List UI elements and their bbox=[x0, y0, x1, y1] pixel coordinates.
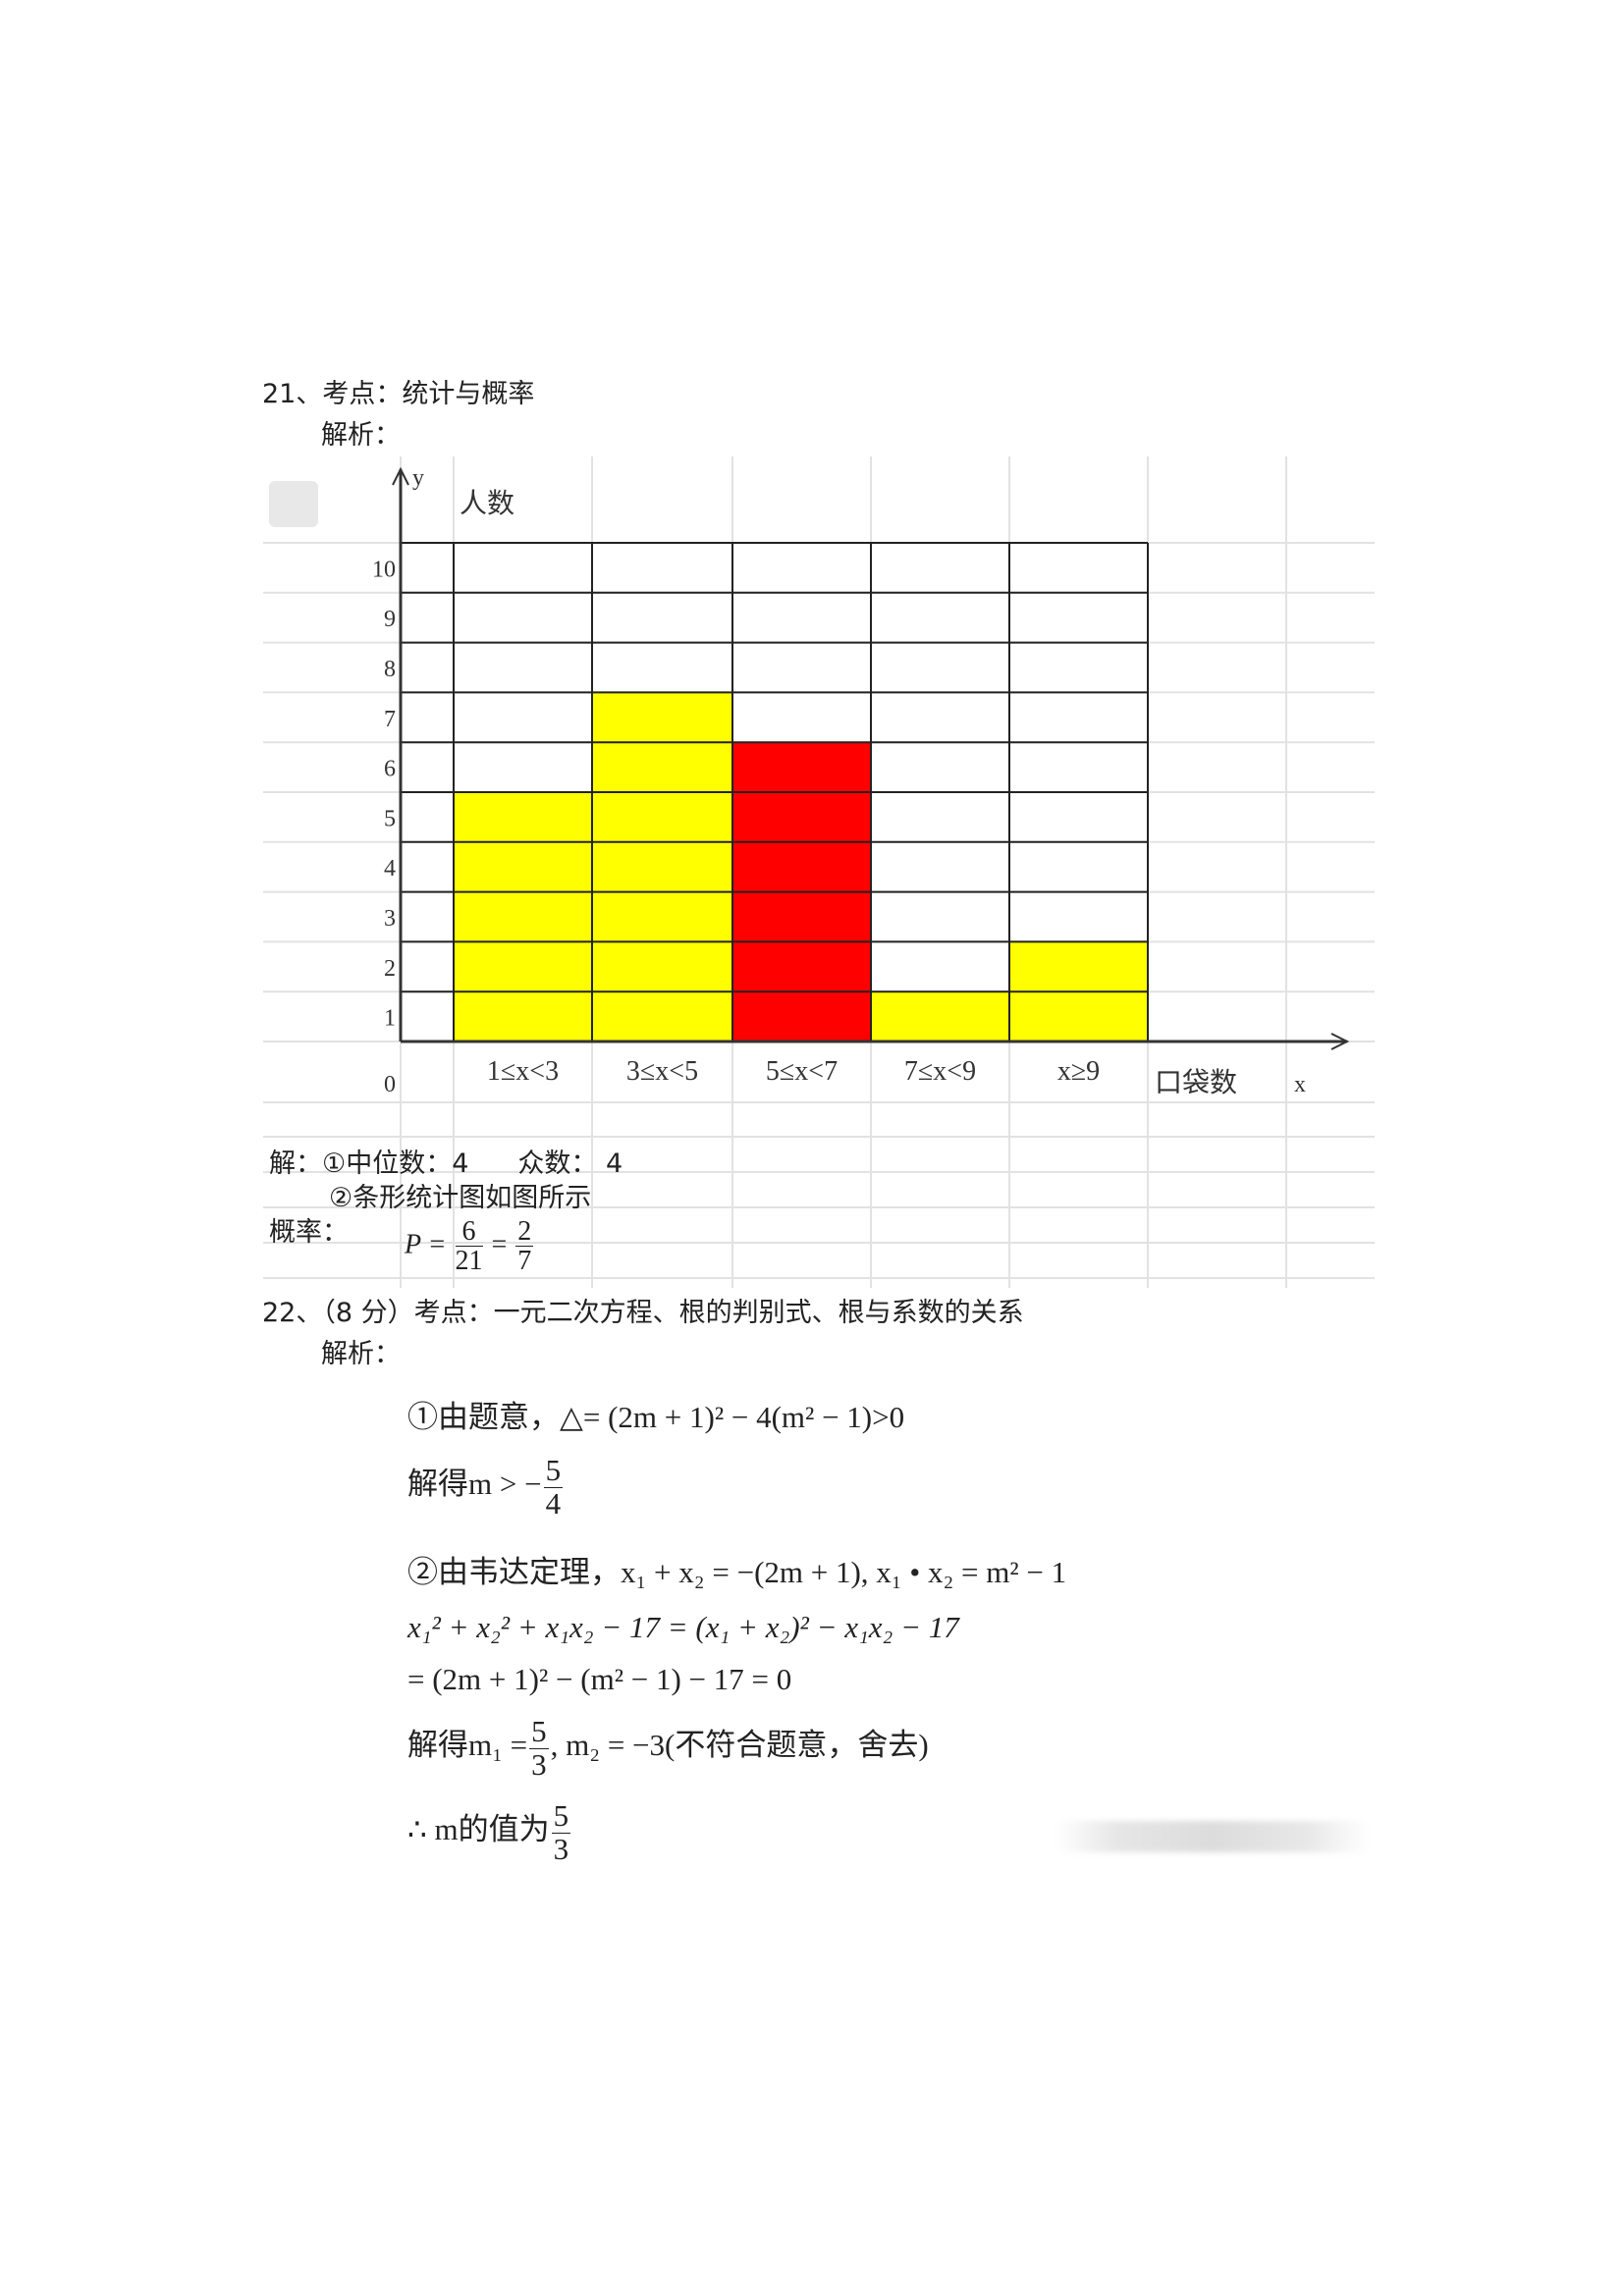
y-axis-label: 人数 bbox=[460, 488, 514, 519]
step1: ①由题意，△= (2m + 1)² − 4(m² − 1)>0 bbox=[407, 1400, 905, 1434]
x-axis-arrow-icon bbox=[1330, 1033, 1350, 1050]
numerator: 5 bbox=[529, 1714, 549, 1749]
step2-result-suffix: , m₂ = −3(不符合题意，舍去) bbox=[550, 1728, 929, 1763]
category-label: 7≤x<9 bbox=[904, 1056, 976, 1087]
step2-line2: x₁² + x₂² + x₁x₂ − 17 = (x₁ + x₂)² − x₁x… bbox=[407, 1610, 959, 1644]
q21-heading: 21、考点：统计与概率 bbox=[262, 379, 535, 409]
blurred-watermark bbox=[1056, 1821, 1370, 1852]
numerator: 6 bbox=[455, 1217, 483, 1248]
prob-label: 概率： bbox=[269, 1217, 349, 1248]
prob-lhs: P = bbox=[405, 1229, 447, 1260]
fraction: 6 21 bbox=[455, 1217, 483, 1277]
category-label: x≥9 bbox=[1057, 1056, 1100, 1087]
step1-result-text: 解得m > − bbox=[407, 1467, 542, 1502]
denominator: 3 bbox=[531, 1746, 547, 1782]
category-label: 5≤x<7 bbox=[766, 1056, 838, 1087]
y-tick-label: 9 bbox=[384, 607, 396, 632]
step2-result-prefix: 解得m₁ = bbox=[407, 1728, 528, 1763]
equals: = bbox=[491, 1229, 508, 1260]
y-tick-label: 6 bbox=[384, 757, 396, 782]
category-label: 1≤x<3 bbox=[487, 1056, 559, 1087]
median-text: 解：①中位数：4 bbox=[269, 1148, 469, 1179]
bar bbox=[454, 792, 592, 1041]
bar bbox=[871, 991, 1009, 1041]
step2-result: 解得m₁ = 5 3, m₂ = −3(不符合题意，舍去) bbox=[407, 1714, 929, 1782]
y-tick-label: 10 bbox=[372, 557, 396, 582]
conclusion: ∴ m的值为 5 3 bbox=[407, 1798, 572, 1866]
denominator: 4 bbox=[545, 1485, 562, 1521]
y-tick-label: 2 bbox=[384, 956, 396, 982]
q21-answer-line2: ②条形统计图如图所示 bbox=[329, 1183, 592, 1213]
conclusion-text: ∴ m的值为 bbox=[407, 1812, 550, 1847]
numerator: 5 bbox=[543, 1453, 564, 1488]
y-tick-label: 1 bbox=[384, 1006, 396, 1032]
y-axis-letter: y bbox=[412, 465, 424, 491]
step2-line3: = (2m + 1)² − (m² − 1) − 17 = 0 bbox=[407, 1662, 792, 1696]
step1-result: 解得m > −5 4 bbox=[407, 1453, 565, 1521]
numerator: 2 bbox=[515, 1216, 534, 1248]
y-tick-label: 4 bbox=[384, 856, 396, 881]
y-tick-label: 0 bbox=[384, 1072, 396, 1097]
denominator: 3 bbox=[553, 1831, 569, 1866]
step2: ②由韦达定理，x₁ + x₂ = −(2m + 1), x₁ • x₂ = m²… bbox=[407, 1555, 1067, 1589]
x-axis-letter: x bbox=[1294, 1072, 1306, 1097]
denominator: 21 bbox=[455, 1246, 483, 1277]
category-label: 3≤x<5 bbox=[626, 1056, 698, 1087]
q21-analysis-label: 解析： bbox=[321, 420, 401, 451]
x-axis-label: 口袋数 bbox=[1155, 1067, 1237, 1098]
mode-text: 众数： 4 bbox=[517, 1148, 623, 1179]
y-tick-label: 5 bbox=[384, 806, 396, 831]
y-tick-label: 3 bbox=[384, 906, 396, 932]
q22-heading: 22、（8 分）考点：一元二次方程、根的判别式、根与系数的关系 bbox=[262, 1298, 1024, 1328]
denominator: 7 bbox=[517, 1246, 532, 1277]
q21-answer-line1: 解：①中位数：4 众数： 4 bbox=[269, 1150, 623, 1177]
y-tick-label: 7 bbox=[384, 707, 396, 732]
bar bbox=[592, 692, 732, 1041]
numerator: 5 bbox=[551, 1798, 571, 1834]
y-axis-arrow-icon bbox=[392, 466, 409, 486]
bar-chart: 0 1 2 3 4 5 6 7 8 9 10 1≤x<3 3≤x<5 5≤x<7 7≤x<9 x≥9 y 人数口袋… bbox=[263, 456, 1375, 1288]
gray-box bbox=[269, 481, 318, 527]
q22-analysis-label: 解析： bbox=[321, 1339, 401, 1369]
y-tick-label: 8 bbox=[384, 657, 396, 682]
